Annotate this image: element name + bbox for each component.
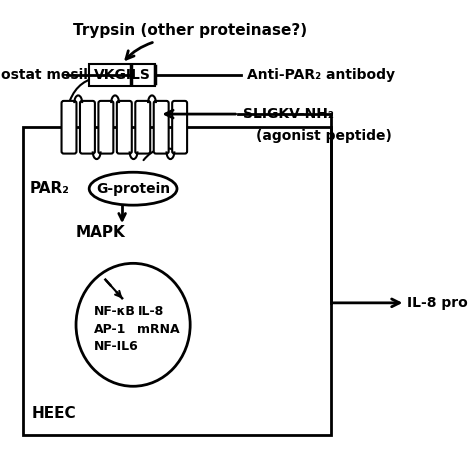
Text: SLIGKV-NH₂: SLIGKV-NH₂ bbox=[243, 107, 334, 121]
Text: NF-IL6: NF-IL6 bbox=[93, 340, 138, 353]
Text: VKGILS: VKGILS bbox=[94, 68, 151, 82]
Text: mRNA: mRNA bbox=[137, 323, 180, 336]
FancyBboxPatch shape bbox=[62, 101, 76, 154]
Text: PAR₂: PAR₂ bbox=[30, 181, 70, 196]
Ellipse shape bbox=[89, 172, 177, 205]
Bar bbox=[89, 64, 155, 85]
Ellipse shape bbox=[76, 264, 190, 386]
Text: NF-κB: NF-κB bbox=[93, 305, 136, 318]
Text: Trypsin (other proteinase?): Trypsin (other proteinase?) bbox=[73, 23, 307, 38]
FancyBboxPatch shape bbox=[154, 101, 169, 154]
Text: AP-1: AP-1 bbox=[93, 323, 126, 336]
Text: (agonist peptide): (agonist peptide) bbox=[256, 129, 392, 143]
FancyBboxPatch shape bbox=[99, 101, 113, 154]
Bar bbox=[23, 127, 331, 435]
FancyBboxPatch shape bbox=[80, 101, 95, 154]
FancyBboxPatch shape bbox=[117, 101, 132, 154]
Text: ostat mesilate: ostat mesilate bbox=[1, 68, 114, 82]
Text: Anti-PAR₂ antibody: Anti-PAR₂ antibody bbox=[247, 68, 395, 82]
FancyBboxPatch shape bbox=[135, 101, 150, 154]
Text: IL-8 pro: IL-8 pro bbox=[408, 296, 468, 310]
Text: MAPK: MAPK bbox=[76, 225, 126, 240]
FancyBboxPatch shape bbox=[172, 101, 187, 154]
Text: HEEC: HEEC bbox=[32, 406, 77, 421]
Text: IL-8: IL-8 bbox=[137, 305, 164, 318]
Text: G-protein: G-protein bbox=[96, 182, 170, 196]
